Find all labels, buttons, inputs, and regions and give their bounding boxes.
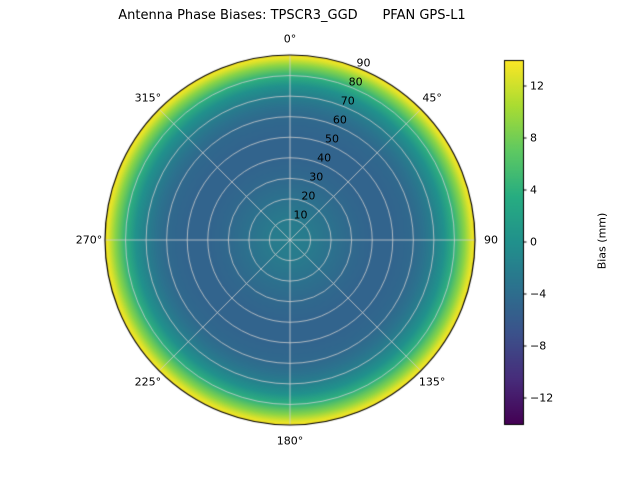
- angular-tick-label: 270°: [75, 233, 103, 247]
- angular-tick-label: 45°: [422, 91, 442, 105]
- angular-tick-label: 180°: [276, 434, 304, 448]
- colorbar-tick-label: 12: [530, 79, 544, 93]
- colorbar-tick-label: 0: [530, 235, 537, 249]
- radial-tick-label: 80: [348, 75, 363, 89]
- colorbar-tick-label: −12: [530, 391, 554, 405]
- radial-tick-label: 60: [332, 113, 347, 127]
- radial-tick-label: 30: [309, 170, 324, 184]
- colorbar-tick-label: −4: [530, 287, 547, 301]
- colorbar-tick-label: 4: [530, 183, 537, 197]
- radial-tick-label: 90: [356, 56, 371, 70]
- chart-title: Antenna Phase Biases: TPSCR3_GGD PFAN GP…: [118, 8, 466, 23]
- colorbar-axis-label: Bias (mm): [595, 212, 609, 270]
- radial-tick-label: 40: [317, 151, 332, 165]
- radial-tick-label: 20: [301, 189, 316, 203]
- angular-tick-label: 90: [484, 233, 498, 247]
- radial-tick-label: 10: [293, 208, 308, 222]
- angular-tick-label: 225°: [134, 375, 162, 389]
- angular-tick-label: 315°: [134, 91, 162, 105]
- angular-tick-label: 0°: [283, 32, 297, 46]
- radial-tick-label: 50: [325, 132, 339, 146]
- colorbar-tick-label: 8: [530, 131, 537, 145]
- radial-tick-label: 70: [340, 94, 355, 108]
- colorbar-tick-label: −8: [530, 339, 547, 353]
- angular-tick-label: 135°: [418, 375, 446, 389]
